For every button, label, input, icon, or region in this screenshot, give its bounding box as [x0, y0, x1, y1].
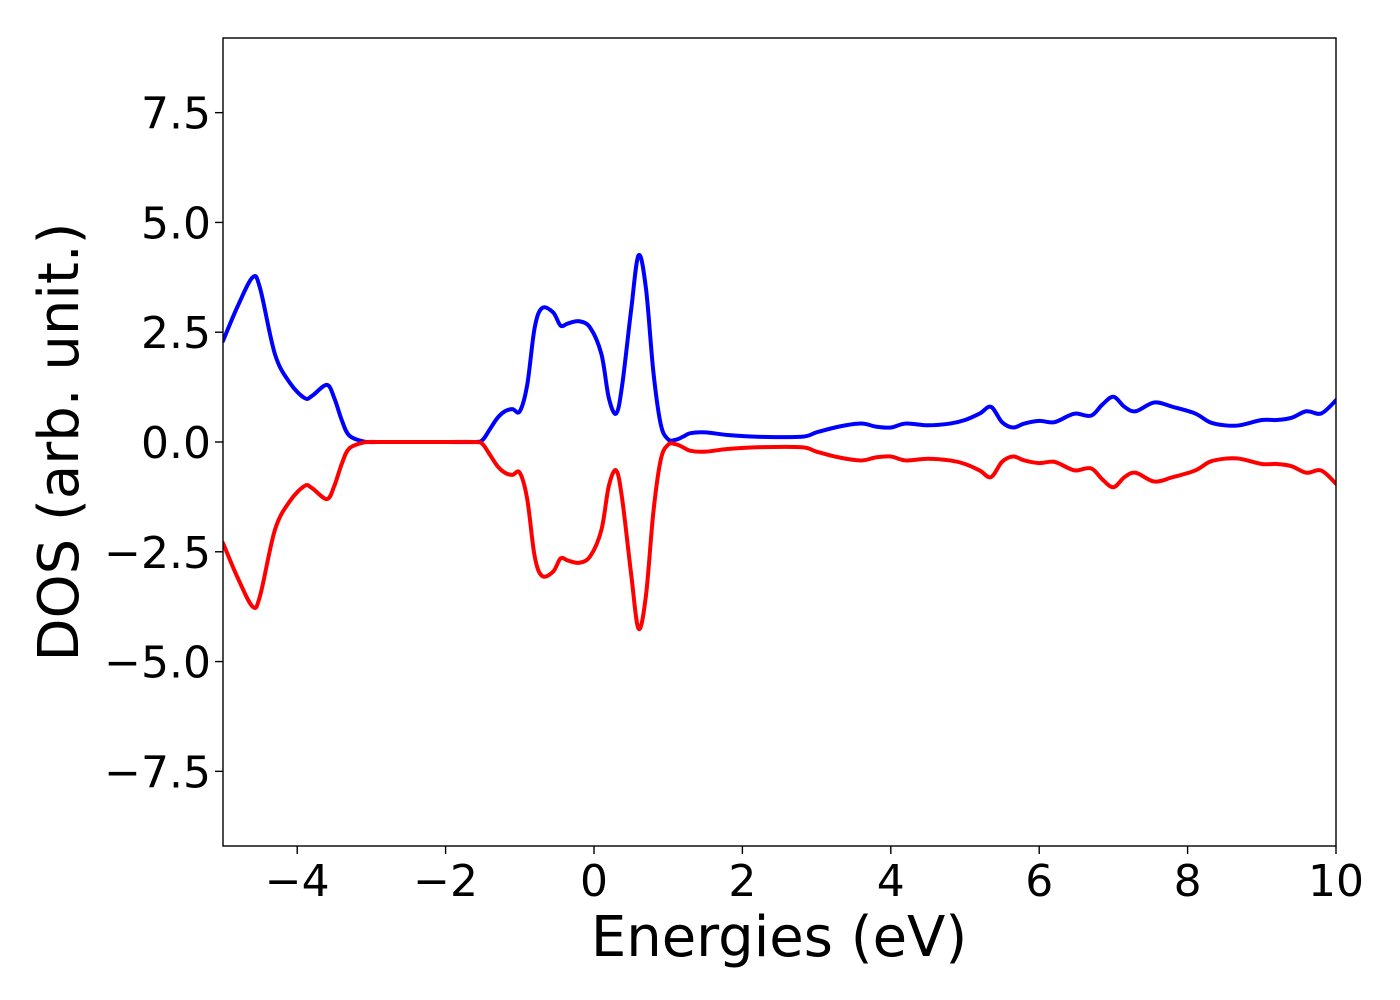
x-tick-label: 4 [877, 856, 905, 907]
x-tick-label: −2 [413, 856, 478, 907]
plot-lines [223, 252, 1336, 632]
y-tick-label: −5.0 [104, 638, 211, 689]
x-tick-label: −4 [265, 856, 330, 907]
y-tick-label: 2.5 [141, 308, 211, 359]
y-tick-label: 0.0 [141, 418, 211, 469]
x-axis-label: Energies (eV) [591, 905, 967, 970]
x-axis-ticks: −4 −2 0 2 4 6 8 10 [265, 846, 1364, 907]
dos-series-line-down [223, 439, 1336, 632]
y-tick-label: 7.5 [141, 89, 211, 140]
y-tick-label: −7.5 [104, 747, 211, 798]
x-tick-label: 0 [580, 856, 608, 907]
dos-series-line-up [223, 252, 1336, 445]
y-tick-label: 5.0 [141, 198, 211, 249]
plot-frame [222, 37, 1337, 847]
y-axis-label: DOS (arb. unit.) [27, 222, 92, 661]
x-tick-label: 10 [1308, 856, 1364, 907]
x-tick-label: 2 [728, 856, 756, 907]
y-tick-label: −2.5 [104, 528, 211, 579]
x-tick-label: 8 [1174, 856, 1202, 907]
y-axis-ticks: 7.5 5.0 2.5 0.0 −2.5 −5.0 −7.5 [104, 89, 223, 798]
x-tick-label: 6 [1025, 856, 1053, 907]
